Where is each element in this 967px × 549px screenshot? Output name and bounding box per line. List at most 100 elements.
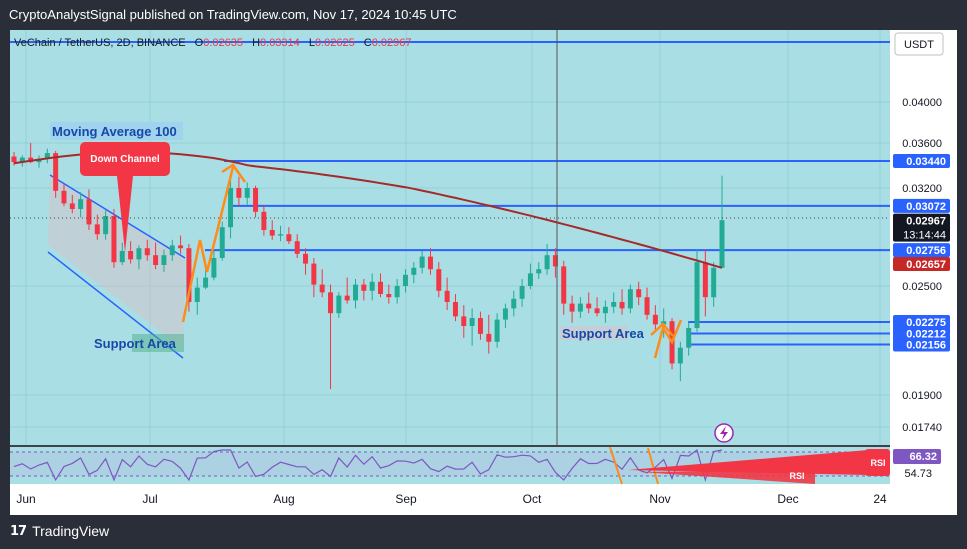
price-axis[interactable]: 0.04000 0.03600 0.03200 0.02500 0.01900 0.017… — [902, 97, 942, 434]
candle-body — [336, 295, 342, 314]
candle — [619, 289, 625, 315]
candle — [111, 209, 117, 268]
candle-body — [236, 188, 242, 198]
price-badge-ma: 0.02657 — [893, 257, 950, 272]
candle — [452, 294, 458, 322]
candle-body — [269, 230, 275, 236]
candle — [186, 244, 192, 312]
price-badge-level: 0.02756 — [893, 243, 950, 258]
candle — [577, 297, 583, 318]
candle — [477, 311, 483, 340]
rsi-value: 66.32 — [909, 451, 937, 463]
candle-body — [178, 245, 184, 249]
candle-body — [536, 269, 542, 274]
price-badge-last: 0.02967 13:14:44 — [893, 213, 950, 242]
candle — [519, 279, 525, 307]
rsi-value-badge: 66.32 — [893, 449, 941, 464]
candle-body — [19, 157, 25, 163]
candle — [11, 152, 17, 166]
candle-body — [86, 199, 92, 225]
time-tick-label: 24 — [873, 492, 887, 506]
candle-body — [386, 294, 392, 298]
candle — [686, 321, 692, 356]
candle-body — [278, 234, 284, 236]
candle-body — [711, 267, 717, 298]
candle-body — [169, 245, 175, 256]
candle — [402, 269, 408, 293]
candle — [427, 248, 433, 275]
candle — [294, 234, 300, 258]
candle — [469, 308, 475, 346]
candle-body — [502, 308, 508, 320]
candle-body — [103, 216, 109, 235]
time-tick-label: Aug — [273, 492, 294, 506]
ma-annotation: Moving Average 100 — [50, 122, 183, 140]
svg-text:VeChain / TetherUS, 2D, BINANC: VeChain / TetherUS, 2D, BINANCE O0.02635… — [14, 37, 412, 49]
candle — [278, 225, 284, 242]
candle-body — [44, 153, 50, 159]
candle-body — [436, 269, 442, 291]
price-badge-value: 0.02156 — [906, 340, 946, 352]
candle — [194, 277, 200, 315]
candle-body — [161, 255, 167, 265]
candle — [644, 287, 650, 320]
price-tick-label: 0.02500 — [902, 281, 942, 293]
down-channel-callout: Down Channel — [80, 142, 170, 252]
rsi-line — [13, 449, 723, 483]
time-tick-label: Jul — [142, 492, 157, 506]
symbol-legend: VeChain / TetherUS, 2D, BINANCE O0.02635… — [14, 37, 412, 49]
publisher-bar: CryptoAnalystSignal published on Trading… — [0, 0, 967, 30]
candle — [594, 297, 600, 317]
currency-button[interactable]: USDT — [894, 32, 944, 56]
countdown-label: 13:14:44 — [903, 230, 946, 242]
candle-body — [78, 199, 84, 209]
candle — [219, 221, 225, 261]
candle — [344, 277, 350, 304]
candle — [78, 192, 84, 218]
candle-body — [627, 289, 633, 309]
candle-body — [128, 251, 134, 260]
candle-body — [136, 248, 142, 260]
time-tick-label: Dec — [777, 492, 798, 506]
candle — [211, 251, 217, 281]
rsi-pane: RSI RSI — [10, 446, 890, 485]
candle-body — [328, 292, 334, 314]
candle-body — [427, 256, 433, 270]
lightning-icon[interactable] — [714, 423, 734, 443]
rsi-annotation-1: RSI — [870, 458, 885, 468]
candle-body — [594, 308, 600, 314]
symbol-name: VeChain / TetherUS, 2D, BINANCE — [14, 37, 186, 49]
candle — [286, 227, 292, 244]
price-badge-value: 0.03072 — [906, 201, 946, 213]
candle-body — [377, 281, 383, 294]
publisher-text: CryptoAnalystSignal published on Trading… — [9, 7, 457, 22]
candle — [652, 305, 658, 330]
candle-body — [661, 321, 667, 325]
price-badge-value: 0.02967 — [906, 216, 946, 228]
candle-body — [686, 327, 692, 348]
candle-body — [294, 241, 300, 254]
time-axis[interactable]: Jun Jul Aug Sep Oct Nov Dec 24 — [16, 492, 887, 506]
candle-body — [228, 188, 234, 228]
tradingview-logo-icon: 17 — [10, 523, 27, 539]
candle-body — [561, 266, 567, 304]
candle-body — [719, 220, 725, 268]
candle-body — [652, 314, 658, 325]
candle — [94, 214, 100, 240]
candle — [369, 273, 375, 301]
candle — [328, 284, 334, 390]
price-badge-level: 0.03072 — [893, 198, 950, 213]
time-tick-label: Sep — [395, 492, 417, 506]
candle-body — [411, 267, 417, 275]
candle — [269, 220, 275, 240]
candle-body — [544, 255, 550, 270]
candle — [461, 305, 467, 338]
candle — [377, 273, 383, 298]
tradingview-brand[interactable]: 17 TradingView — [10, 523, 109, 539]
candle-body — [353, 284, 359, 301]
candle — [569, 295, 575, 323]
candle-body — [702, 262, 708, 298]
candle-body — [144, 248, 150, 256]
